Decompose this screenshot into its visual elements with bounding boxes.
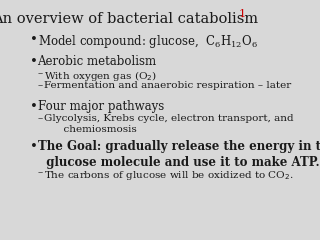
Text: 1: 1 <box>238 8 245 18</box>
Text: The carbons of glucose will be oxidized to CO$_2$.: The carbons of glucose will be oxidized … <box>44 169 294 182</box>
Text: Aerobic metabolism: Aerobic metabolism <box>37 55 156 68</box>
Text: –: – <box>37 81 43 90</box>
Text: –: – <box>37 169 43 178</box>
Text: •: • <box>29 100 37 113</box>
Text: •: • <box>29 33 37 46</box>
Text: •: • <box>29 140 37 153</box>
Text: An overview of bacterial catabolism: An overview of bacterial catabolism <box>0 12 259 26</box>
Text: Glycolysis, Krebs cycle, electron transport, and
      chemiosmosis: Glycolysis, Krebs cycle, electron transp… <box>44 114 294 134</box>
Text: –: – <box>37 69 43 78</box>
Text: Four major pathways: Four major pathways <box>37 100 164 113</box>
Text: •: • <box>29 55 37 68</box>
Text: Fermentation and anaerobic respiration – later: Fermentation and anaerobic respiration –… <box>44 81 292 90</box>
Text: Model compound: glucose,  $\mathregular{C_6H_{12}O_6}$: Model compound: glucose, $\mathregular{C… <box>37 33 257 50</box>
Text: The Goal: gradually release the energy in the
  glucose molecule and use it to m: The Goal: gradually release the energy i… <box>37 140 320 169</box>
Text: With oxygen gas (O$_2$): With oxygen gas (O$_2$) <box>44 69 157 83</box>
Text: –: – <box>37 114 43 123</box>
